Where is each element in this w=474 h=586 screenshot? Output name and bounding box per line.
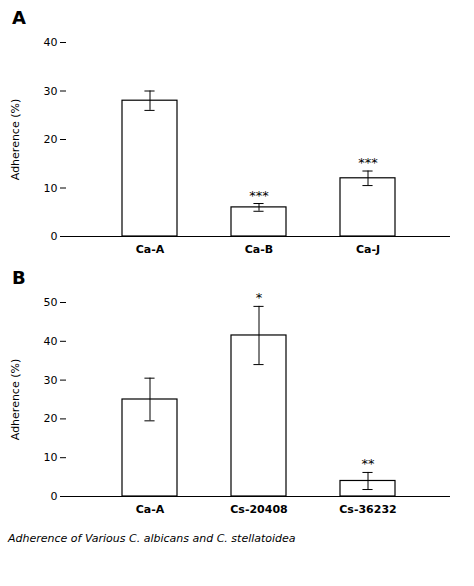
svg-text:40: 40 — [44, 335, 58, 348]
svg-text:0: 0 — [51, 230, 58, 243]
svg-text:0: 0 — [51, 490, 58, 503]
svg-text:Ca-A: Ca-A — [136, 503, 165, 516]
svg-text:***: *** — [358, 155, 378, 170]
svg-text:*: * — [256, 290, 263, 305]
svg-text:Adherence (%): Adherence (%) — [9, 99, 22, 180]
html-text:Adherence of Various C. albica: Adherence of Various C. albicans and C. … — [8, 532, 296, 545]
svg-text:30: 30 — [44, 374, 58, 387]
svg-text:40: 40 — [44, 36, 58, 49]
svg-text:Ca-B: Ca-B — [245, 243, 273, 256]
svg-text:***: *** — [249, 188, 269, 203]
svg-text:10: 10 — [44, 182, 58, 195]
html-text:A: A — [12, 7, 26, 28]
svg-text:**: ** — [362, 456, 376, 471]
svg-text:20: 20 — [44, 133, 58, 146]
svg-text:Ca-J: Ca-J — [356, 243, 380, 256]
svg-text:20: 20 — [44, 412, 58, 425]
svg-text:30: 30 — [44, 85, 58, 98]
svg-text:Adherence (%): Adherence (%) — [9, 359, 22, 440]
svg-text:Cs-36232: Cs-36232 — [339, 503, 396, 516]
svg-text:50: 50 — [44, 296, 58, 309]
html-text:B: B — [12, 267, 26, 288]
svg-text:Ca-A: Ca-A — [136, 243, 165, 256]
svg-text:10: 10 — [44, 451, 58, 464]
svg-text:Cs-20408: Cs-20408 — [230, 503, 287, 516]
